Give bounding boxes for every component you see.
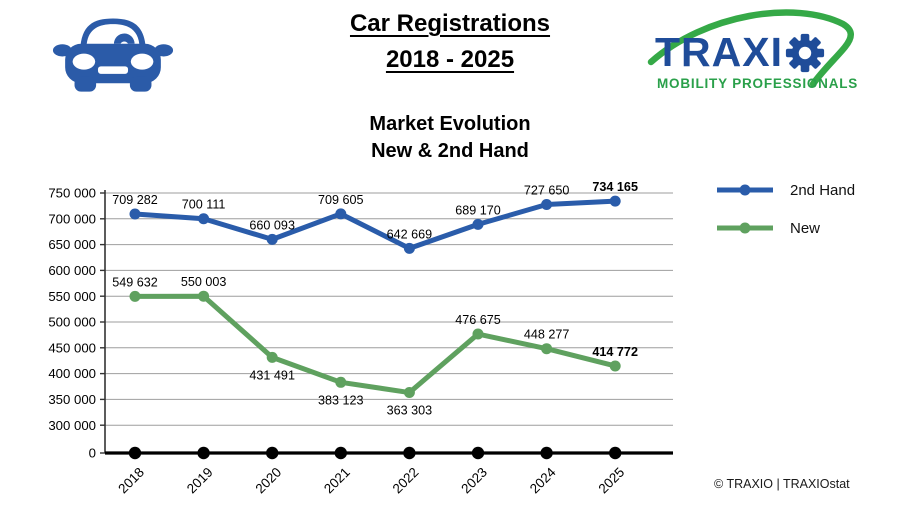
series-line-new — [132, 293, 618, 396]
x-axis-marker — [609, 446, 622, 460]
y-tick-label: 700 000 — [48, 211, 96, 226]
data-label: 431 491 — [249, 368, 295, 382]
data-point — [335, 208, 347, 220]
y-tick-label: 600 000 — [48, 263, 96, 278]
x-axis-label: 2021 — [321, 465, 353, 497]
data-point — [129, 290, 141, 302]
data-point — [541, 343, 553, 355]
x-axis-label: 2020 — [252, 465, 284, 497]
car-headlight-left — [72, 53, 96, 70]
y-tick-label: 450 000 — [48, 340, 96, 355]
x-axis-marker — [334, 446, 347, 460]
legend-label-new: New — [790, 219, 821, 237]
y-tick-label: 350 000 — [48, 392, 96, 407]
data-label: 642 669 — [387, 227, 433, 241]
data-point — [198, 213, 210, 225]
logo-tagline: MOBILITY PROFESSIONALS — [657, 76, 859, 91]
x-axis-marker — [128, 446, 142, 460]
data-point — [403, 242, 415, 254]
y-tick-label: 550 000 — [48, 289, 96, 304]
data-label: 709 282 — [112, 193, 158, 207]
legend-item-new: New — [716, 214, 855, 242]
x-axis-label: 2018 — [115, 465, 147, 497]
data-point — [541, 199, 553, 211]
car-grille — [97, 66, 129, 74]
data-point — [403, 387, 415, 399]
car-wheel-right — [129, 76, 152, 92]
x-axis-label: 2024 — [527, 464, 559, 496]
data-label: 700 111 — [182, 198, 226, 212]
gear-icon — [785, 33, 825, 73]
data-label: 689 170 — [455, 203, 501, 217]
y-tick-label: 0 — [89, 446, 96, 461]
page-title-line1: Car Registrations — [349, 10, 551, 37]
x-axis-label: 2023 — [458, 465, 490, 497]
chart-title-line1: Market Evolution — [369, 113, 531, 135]
data-label: 734 165 — [592, 180, 638, 194]
data-label: 448 277 — [524, 328, 570, 342]
chart-title-line2: New & 2nd Hand — [371, 140, 529, 162]
chart-legend: 2nd Hand New — [716, 176, 855, 252]
x-axis-label: 2025 — [595, 465, 627, 497]
x-axis-label: 2019 — [184, 465, 216, 497]
data-label: 660 093 — [249, 218, 295, 232]
y-tick-label: 500 000 — [48, 315, 96, 330]
data-label: 476 675 — [455, 313, 501, 327]
x-axis-marker — [197, 446, 210, 460]
car-headlight-right — [130, 53, 154, 70]
chart-title: Market Evolution New & 2nd Hand — [0, 111, 900, 165]
data-point — [129, 208, 141, 220]
data-point — [472, 218, 484, 230]
x-axis-marker — [403, 446, 416, 460]
data-point — [609, 195, 621, 207]
data-point — [266, 233, 278, 245]
data-point — [266, 351, 278, 363]
data-label: 550 003 — [181, 275, 227, 289]
data-point — [335, 376, 347, 388]
logo-brand-row: TRAXI — [655, 30, 826, 74]
data-point — [609, 360, 621, 372]
data-label: 727 650 — [524, 184, 570, 198]
data-point — [472, 328, 484, 340]
copyright-credit: © TRAXIO | TRAXIOstat — [714, 477, 850, 491]
legend-label-2nd-hand: 2nd Hand — [790, 181, 856, 199]
data-label: 383 123 — [318, 393, 364, 407]
data-label: 709 605 — [318, 193, 364, 207]
data-label: 549 632 — [112, 275, 158, 289]
page-title: Car Registrations 2018 - 2025 — [0, 6, 900, 78]
x-axis-label: 2022 — [390, 465, 422, 497]
data-point — [198, 290, 210, 302]
page-title-line2: 2018 - 2025 — [385, 46, 515, 73]
logo-brand-text: TRAXI — [655, 28, 783, 75]
legend-key-new — [717, 222, 773, 234]
car-icon — [52, 18, 174, 92]
y-tick-label: 400 000 — [48, 366, 96, 381]
x-axis-marker — [266, 446, 279, 460]
y-tick-label: 300 000 — [48, 418, 96, 433]
data-label: 414 772 — [592, 345, 638, 359]
y-tick-label: 750 000 — [48, 186, 96, 201]
logo-swoosh — [647, 9, 854, 88]
data-label: 363 303 — [387, 404, 433, 418]
car-windshield-detail — [113, 33, 135, 44]
x-axis-marker — [471, 446, 485, 460]
car-body — [65, 43, 161, 84]
car-wheel-left — [74, 76, 97, 92]
x-axis-marker — [540, 446, 553, 460]
traxio-logo: TRAXI MOBIL — [645, 4, 880, 104]
legend-key-2nd-hand — [717, 184, 773, 196]
y-tick-label: 650 000 — [48, 237, 96, 252]
legend-item-2nd-hand: 2nd Hand — [716, 176, 855, 204]
series-line-2nd-hand — [132, 198, 618, 251]
